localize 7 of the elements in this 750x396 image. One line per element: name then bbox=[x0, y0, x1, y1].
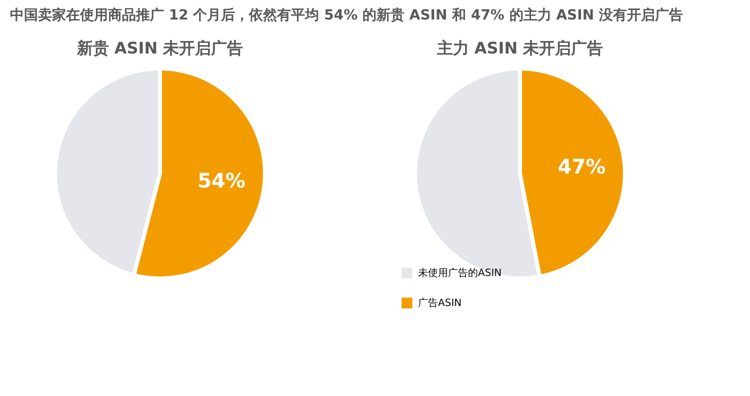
data-label: 54% bbox=[198, 168, 246, 192]
data-label: 47% bbox=[558, 154, 606, 179]
chart-subtitle: 主力 ASIN 未开启广告 bbox=[436, 38, 604, 58]
chart-subtitle: 新贵 ASIN 未开启广告 bbox=[76, 38, 244, 58]
legend-label: 未使用广告的ASIN bbox=[418, 267, 502, 279]
legend-label: 广告ASIN bbox=[418, 297, 462, 309]
text: 中国卖家在使用商品推广 12 个月后，依然有平均 54% 的新贵 ASIN 和 47% 的主力 ASIN 没有开启广告 bbox=[10, 6, 683, 24]
